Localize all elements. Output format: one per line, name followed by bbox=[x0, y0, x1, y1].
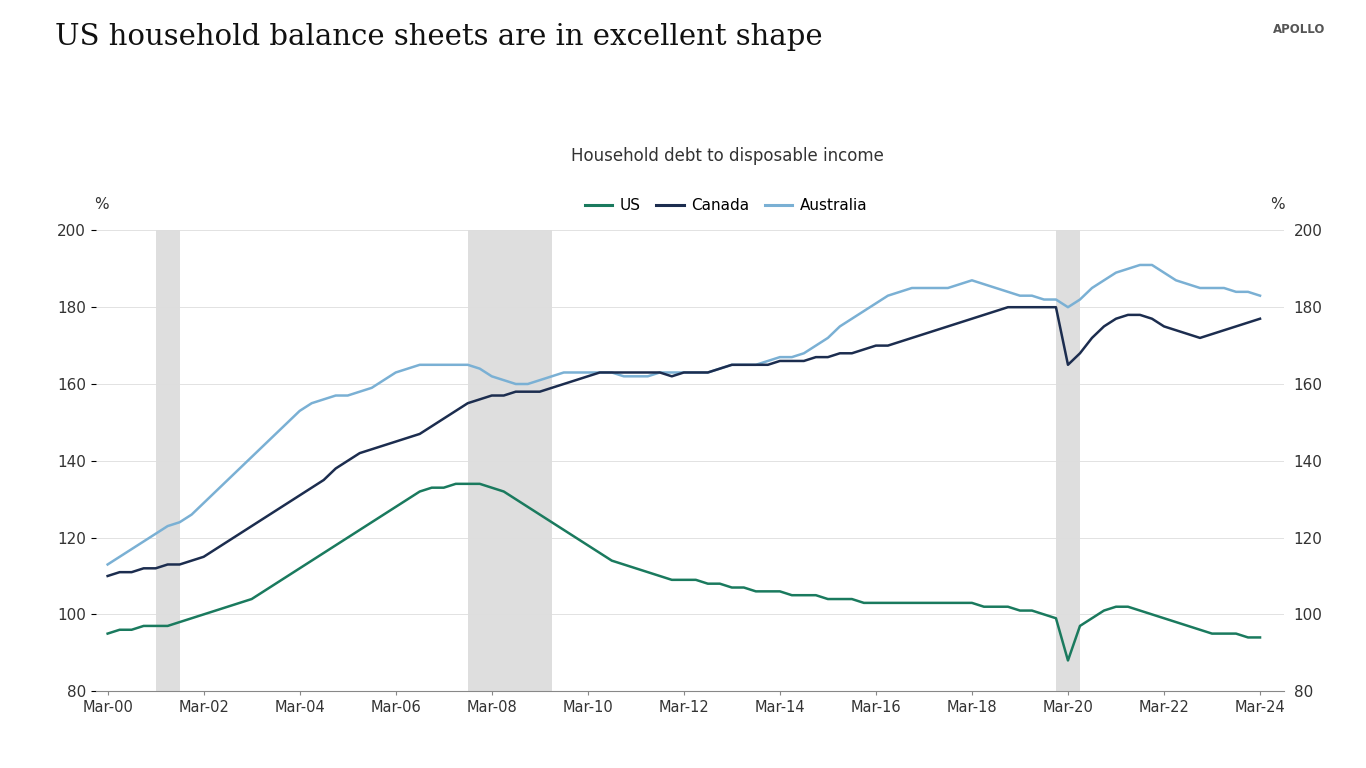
Text: APOLLO: APOLLO bbox=[1273, 23, 1325, 36]
Legend: US, Canada, Australia: US, Canada, Australia bbox=[579, 192, 874, 219]
Text: %: % bbox=[94, 197, 109, 212]
Text: Household debt to disposable income: Household debt to disposable income bbox=[571, 147, 884, 165]
Text: %: % bbox=[1270, 197, 1285, 212]
Bar bbox=[467, 230, 552, 691]
Bar bbox=[1056, 230, 1081, 691]
Text: US household balance sheets are in excellent shape: US household balance sheets are in excel… bbox=[55, 23, 822, 51]
Bar bbox=[156, 230, 180, 691]
